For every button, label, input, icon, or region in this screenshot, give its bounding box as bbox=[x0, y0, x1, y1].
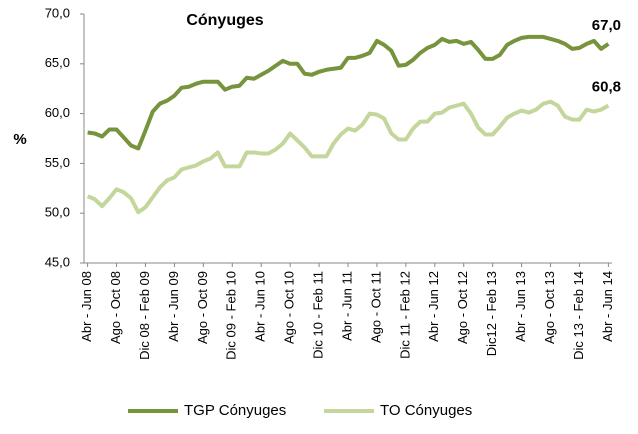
x-tick-label: Dic 10 - Feb 11 bbox=[311, 271, 326, 359]
x-tick-label: Ago - Oct 09 bbox=[195, 271, 210, 344]
value-label: 67,0 bbox=[592, 17, 621, 34]
x-tick-label: Abr - Jun 11 bbox=[339, 271, 354, 341]
x-tick-label: Ago - Oct 11 bbox=[368, 271, 383, 343]
y-tick-label: 70,0 bbox=[45, 5, 70, 20]
x-tick-label: Dic 08 - Feb 09 bbox=[137, 271, 152, 360]
y-axis-label: % bbox=[13, 131, 26, 148]
x-tick-label: Ago - Oct 08 bbox=[108, 271, 123, 344]
x-tick-label: Ago - Oct 12 bbox=[455, 271, 470, 344]
line-series bbox=[86, 99, 610, 215]
x-tick-label: Abr - Jun 12 bbox=[426, 271, 441, 342]
x-tick-label: Ago - Oct 10 bbox=[282, 271, 297, 344]
legend-label: TO Cónyuges bbox=[380, 402, 472, 419]
x-tick-label: Dic 13 - Feb 14 bbox=[571, 271, 586, 360]
x-tick-label: Ago - Oct 13 bbox=[542, 271, 557, 344]
y-tick-label: 65,0 bbox=[45, 55, 70, 70]
x-tick-label: Dic 09 - Feb 10 bbox=[224, 271, 239, 360]
value-label: 60,8 bbox=[592, 79, 621, 96]
legend-label: TGP Cónyuges bbox=[184, 402, 286, 419]
x-tick-label: Abr - Jun 13 bbox=[513, 271, 528, 342]
y-tick-label: 45,0 bbox=[45, 254, 70, 269]
y-tick-label: 55,0 bbox=[45, 155, 70, 170]
x-tick-label: Dic12 - Feb 13 bbox=[484, 271, 499, 356]
chart-title: Cónyuges bbox=[186, 12, 263, 29]
y-tick-label: 50,0 bbox=[45, 205, 70, 220]
y-tick-label: 60,0 bbox=[45, 105, 70, 120]
x-tick-label: Abr - Jun 14 bbox=[600, 271, 615, 342]
line-series bbox=[87, 34, 610, 151]
x-tick-label: Dic 11 - Feb 12 bbox=[397, 271, 412, 359]
x-tick-label: Abr - Jun 09 bbox=[166, 271, 181, 342]
x-tick-label: Abr - Jun 10 bbox=[253, 271, 268, 342]
x-tick-label: Abr - Jun 08 bbox=[79, 271, 94, 342]
